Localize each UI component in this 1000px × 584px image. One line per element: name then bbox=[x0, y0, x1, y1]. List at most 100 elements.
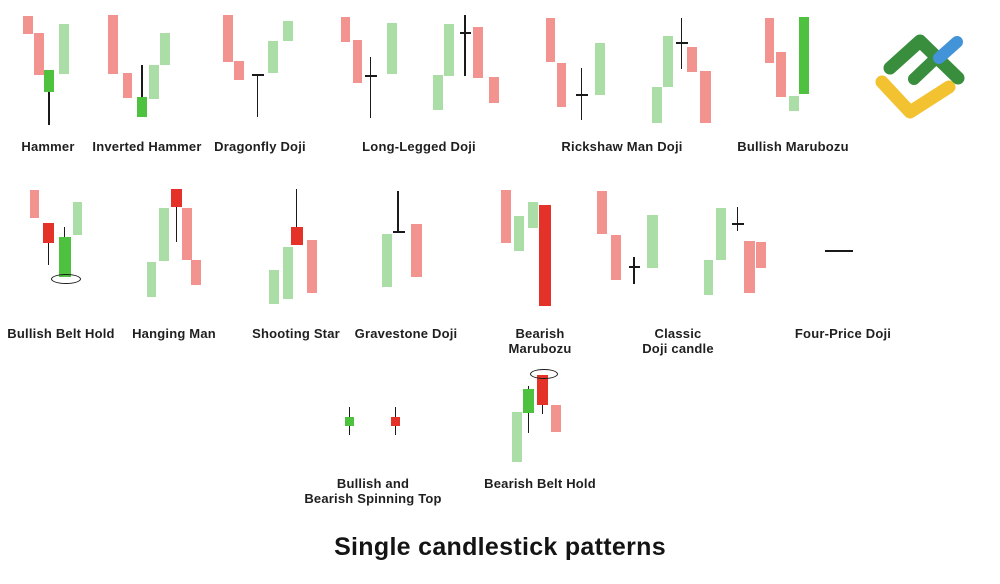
candle-body bbox=[307, 240, 317, 293]
doji-line bbox=[576, 94, 588, 96]
candle-wick bbox=[736, 207, 739, 231]
doji-line bbox=[459, 32, 471, 34]
pattern-label: Gravestone Doji bbox=[354, 326, 458, 341]
pattern-label: Long-Legged Doji bbox=[362, 139, 476, 154]
candle-body bbox=[22, 16, 33, 34]
candle-body bbox=[283, 247, 293, 299]
candle-body bbox=[512, 412, 522, 462]
candle-body bbox=[149, 65, 159, 99]
candle-body bbox=[72, 202, 82, 235]
doji-line bbox=[365, 75, 377, 77]
pattern-label: Dragonfly Doji bbox=[214, 139, 306, 154]
doji-line bbox=[732, 223, 744, 225]
candle-body bbox=[234, 61, 244, 80]
candle-wick bbox=[47, 243, 50, 265]
candle-wick bbox=[63, 227, 66, 237]
candle-body bbox=[181, 208, 192, 260]
pattern-label: Bearish Belt Hold bbox=[484, 476, 596, 491]
candle-body bbox=[776, 52, 786, 97]
candle-body bbox=[744, 241, 755, 293]
candle-body bbox=[444, 24, 454, 76]
candle-body bbox=[108, 15, 118, 74]
litefinance-logo-icon bbox=[875, 34, 965, 119]
candle-body bbox=[611, 235, 621, 280]
candle-wick bbox=[348, 407, 351, 435]
candle-body bbox=[527, 202, 538, 228]
pattern-label: Shooting Star bbox=[252, 326, 340, 341]
candle-body bbox=[716, 208, 726, 260]
candle-wick bbox=[580, 68, 583, 120]
candle-wick bbox=[141, 65, 143, 97]
doji-line bbox=[628, 266, 640, 268]
candle-body bbox=[647, 215, 658, 268]
candle-wick bbox=[464, 15, 466, 76]
pattern-label: Hanging Man bbox=[132, 326, 216, 341]
candle-body bbox=[353, 40, 362, 83]
candle-body bbox=[159, 208, 169, 261]
candle-body bbox=[597, 191, 607, 234]
candle-body bbox=[765, 18, 774, 63]
candle-body bbox=[391, 417, 400, 426]
pattern-label: Classic Doji candle bbox=[642, 326, 714, 356]
candle-wick bbox=[48, 92, 50, 125]
candle-body bbox=[122, 73, 132, 98]
candle-body bbox=[755, 242, 766, 268]
candle-body bbox=[147, 262, 156, 297]
candle-body bbox=[345, 417, 354, 426]
doji-line bbox=[676, 42, 688, 44]
candle-body bbox=[489, 77, 499, 103]
candle-body bbox=[514, 216, 524, 251]
candle-body bbox=[44, 70, 54, 92]
pattern-label: Bullish Belt Hold bbox=[7, 326, 115, 341]
logo-yellow-check bbox=[875, 75, 956, 119]
candle-wick bbox=[541, 405, 544, 414]
doji-line bbox=[392, 231, 405, 233]
candle-body bbox=[789, 96, 799, 111]
candle-body bbox=[387, 23, 397, 74]
highlight-ellipse bbox=[530, 369, 558, 379]
candle-body bbox=[557, 63, 566, 107]
candle-body bbox=[282, 21, 293, 41]
candle-body bbox=[269, 270, 279, 304]
candle-body bbox=[546, 18, 555, 62]
candle-body bbox=[500, 190, 511, 243]
candle-body bbox=[473, 27, 483, 78]
candle-wick bbox=[633, 257, 635, 284]
candle-body bbox=[799, 17, 809, 94]
candle-body bbox=[537, 375, 548, 405]
candle-body bbox=[160, 33, 170, 65]
candle-body bbox=[268, 41, 278, 73]
logo-green-chevron bbox=[883, 34, 965, 85]
candle-body bbox=[137, 97, 147, 117]
pattern-label: Rickshaw Man Doji bbox=[561, 139, 683, 154]
candle-body bbox=[33, 33, 44, 75]
highlight-ellipse bbox=[50, 274, 81, 284]
logo-green-bar bbox=[908, 54, 940, 85]
candle-wick bbox=[394, 407, 397, 435]
candle-body bbox=[595, 43, 605, 95]
logo-blue-bar bbox=[933, 36, 963, 64]
doji-line bbox=[825, 250, 853, 252]
candle-wick bbox=[175, 207, 178, 242]
candle-body bbox=[43, 223, 54, 243]
candle-body bbox=[341, 17, 350, 42]
candle-wick bbox=[295, 189, 298, 227]
pattern-label: Bullish and Bearish Spinning Top bbox=[304, 476, 442, 506]
candle-body bbox=[539, 205, 551, 306]
candle-body bbox=[222, 15, 233, 62]
candle-body bbox=[30, 190, 39, 218]
candle-wick bbox=[256, 75, 259, 117]
